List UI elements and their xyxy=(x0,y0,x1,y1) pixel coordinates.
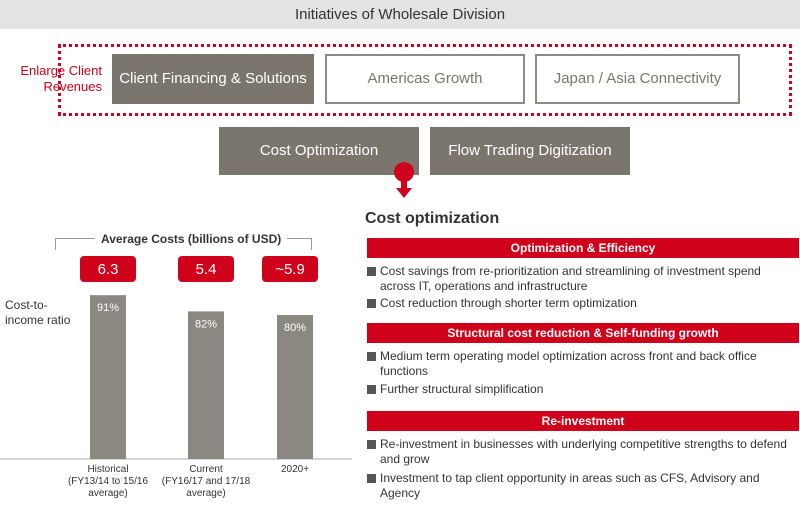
chart-title: Average Costs (billions of USD) xyxy=(95,232,288,246)
cost-to-income-label: Cost-to-income ratio xyxy=(5,298,71,327)
arrow-down-icon xyxy=(394,162,414,182)
initiative-label: Americas Growth xyxy=(367,70,483,87)
section-header-efficiency: Optimization & Efficiency xyxy=(367,238,799,258)
initiative-label: Cost Optimization xyxy=(259,142,379,159)
bullet-item: Investment to tap client opportunity in … xyxy=(367,471,797,501)
average-cost-2020: ~5.9 xyxy=(262,256,318,282)
initiative-label: Client Financing & Solutions xyxy=(119,70,307,87)
category-label: (FY16/17 and 17/18 xyxy=(162,476,251,487)
bullet-item: Cost savings from re-prioritization and … xyxy=(367,264,797,294)
initiative-flow-trading: Flow Trading Digitization xyxy=(430,127,630,175)
category-label: average) xyxy=(186,488,225,499)
bullet-item: Further structural simplification xyxy=(367,382,797,397)
section-header-structural: Structural cost reduction & Self-funding… xyxy=(367,323,799,343)
category-label: (FY13/14 to 15/16 xyxy=(68,476,148,487)
category-label: Historical xyxy=(87,464,128,475)
initiative-label: Japan / Asia Connectivity xyxy=(553,70,722,87)
cost-optimization-title: Cost optimization xyxy=(365,210,500,227)
bar-value-label: 80% xyxy=(284,322,306,334)
category-label: 2020+ xyxy=(281,464,309,475)
initiative-americas-growth: Americas Growth xyxy=(325,54,525,104)
bar-0 xyxy=(90,295,126,459)
bar-value-label: 82% xyxy=(195,318,217,330)
arrow-head xyxy=(396,188,412,198)
arrow-shaft xyxy=(401,180,407,190)
bullet-item: Re-investment in businesses with underly… xyxy=(367,437,797,467)
banner-title: Initiatives of Wholesale Division xyxy=(294,6,506,23)
initiative-cost-optimization: Cost Optimization xyxy=(219,127,419,175)
average-cost-current: 5.4 xyxy=(178,256,234,282)
section-header-reinvestment: Re-investment xyxy=(367,411,799,431)
bar-1 xyxy=(188,311,224,459)
bar-2 xyxy=(277,315,313,459)
enlarge-revenues-group xyxy=(58,44,792,116)
category-label: Current xyxy=(189,464,223,475)
category-label: average) xyxy=(88,488,127,499)
average-cost-historical: 6.3 xyxy=(80,256,136,282)
initiative-client-financing: Client Financing & Solutions xyxy=(112,54,314,104)
initiative-label: Flow Trading Digitization xyxy=(448,142,612,159)
bullet-item: Cost reduction through shorter term opti… xyxy=(367,296,797,311)
enlarge-revenues-label: Enlarge Client Revenues xyxy=(20,63,102,94)
initiative-japan-asia: Japan / Asia Connectivity xyxy=(535,54,740,104)
division-banner: Initiatives of Wholesale Division xyxy=(0,0,800,29)
cost-to-income-chart: 91%Historical(FY13/14 to 15/16average)82… xyxy=(0,295,352,499)
bar-value-label: 91% xyxy=(97,302,119,314)
bullet-item: Medium term operating model optimization… xyxy=(367,349,797,379)
